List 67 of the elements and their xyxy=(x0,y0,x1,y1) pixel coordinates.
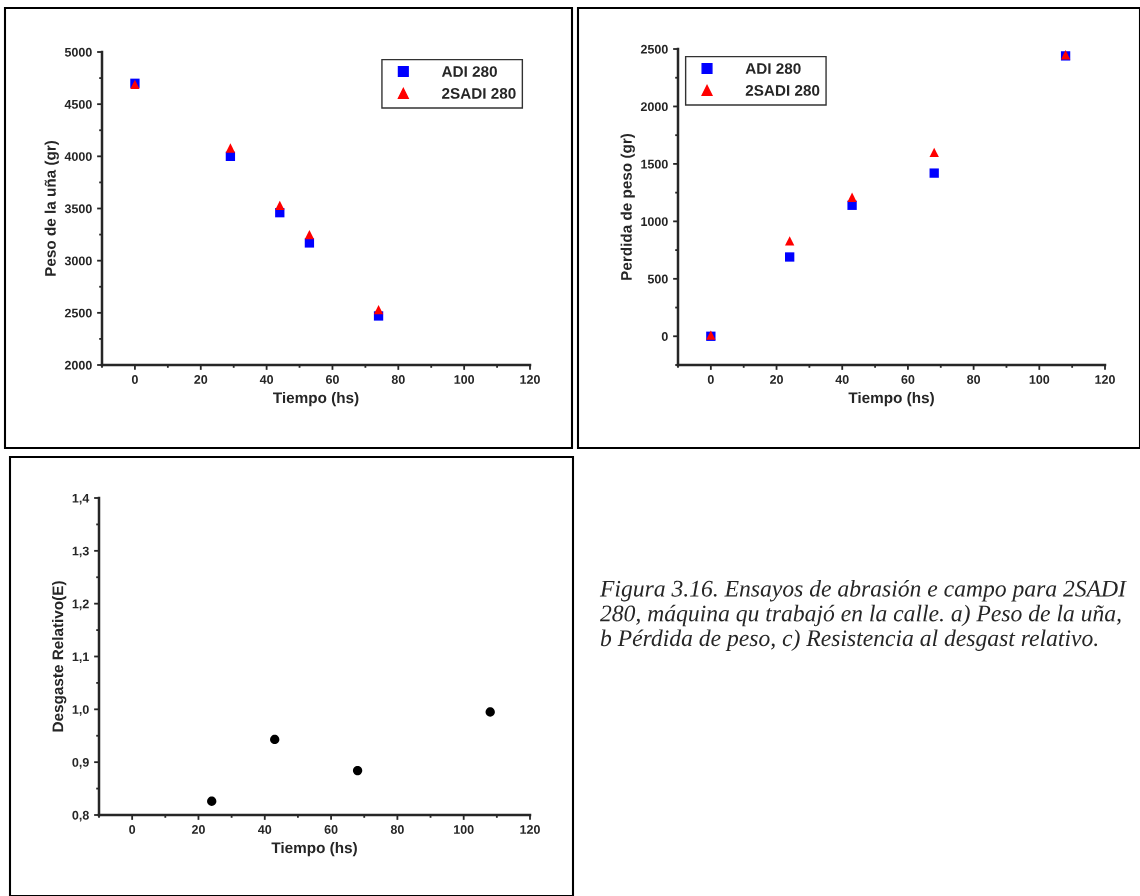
x-axis-title: Tiempo (hs) xyxy=(271,841,357,857)
y-tick-label: 1,4 xyxy=(72,493,90,505)
x-tick-label: 80 xyxy=(390,825,404,834)
text: Figura 3.16. Ensayos de abrasión e campo para 2SADI 280, máquina qu trabajó en la calle. a) Peso de la uña, b Pérdida de peso, c) Resistencia al desgast relativo. xyxy=(599,580,1127,651)
point xyxy=(304,229,315,240)
point xyxy=(929,168,939,178)
x-axis-title: Tiempo (hs) xyxy=(273,391,359,407)
legend-label: ADI 280 xyxy=(441,66,497,77)
point xyxy=(275,200,285,211)
x-tick-label: 100 xyxy=(454,825,474,834)
point xyxy=(785,252,795,262)
y-axis-title: Desgaste Relativo(E) xyxy=(52,581,67,732)
legend-label: 2SADI 280 xyxy=(745,85,820,96)
y-tick-label: 0 xyxy=(661,332,668,341)
legend-label: ADI 280 xyxy=(745,63,801,74)
point xyxy=(225,143,236,153)
y-tick-label: 500 xyxy=(647,274,668,284)
y-tick-label: 2000 xyxy=(64,360,92,370)
x-tick-label: 20 xyxy=(191,825,205,834)
y-tick-label: 3500 xyxy=(64,204,92,214)
y-tick-label: 0,9 xyxy=(72,757,89,769)
x-tick-label: 20 xyxy=(770,375,783,384)
x-tick-label: 120 xyxy=(520,825,540,834)
x-tick-label: 120 xyxy=(1095,375,1115,384)
x-tick-label: 20 xyxy=(194,375,208,384)
y-tick-label: 2000 xyxy=(640,102,668,112)
x-tick-label: 0 xyxy=(131,375,138,384)
point xyxy=(847,200,857,210)
y-tick-label: 1000 xyxy=(641,217,668,227)
x-tick-label: 80 xyxy=(967,375,981,384)
y-tick-label: 1,3 xyxy=(72,546,89,558)
point xyxy=(485,707,495,717)
x-tick-label: 60 xyxy=(324,825,338,834)
point xyxy=(929,147,939,158)
y-tick-label: 4000 xyxy=(64,152,92,161)
point xyxy=(847,192,857,202)
x-tick-label: 0 xyxy=(707,375,714,384)
y-tick-label: 3000 xyxy=(64,256,92,266)
legend-label: 2SADI 280 xyxy=(442,88,516,99)
x-tick-label: 40 xyxy=(259,375,274,384)
y-tick-label: 5000 xyxy=(64,47,92,57)
x-tick-label: 80 xyxy=(391,375,405,384)
x-tick-label: 0 xyxy=(129,825,136,834)
x-tick-label: 120 xyxy=(520,375,540,384)
y-tick-label: 2500 xyxy=(640,44,668,54)
x-tick-label: 60 xyxy=(325,375,339,384)
y-tick-label: 1500 xyxy=(641,159,668,169)
x-tick-label: 100 xyxy=(1029,375,1050,384)
y-tick-label: 1,0 xyxy=(72,705,89,716)
y-tick-label: 1,2 xyxy=(72,599,89,611)
y-axis-title: Peso de la uña (gr) xyxy=(44,140,59,276)
y-axis-title: Perdida de peso (gr) xyxy=(620,133,635,280)
x-axis-title: Tiempo (hs) xyxy=(848,391,934,407)
point xyxy=(373,305,384,315)
point xyxy=(352,765,363,776)
x-tick-label: 40 xyxy=(835,375,849,384)
x-tick-label: 60 xyxy=(901,375,915,384)
point xyxy=(207,796,217,806)
y-tick-label: 4500 xyxy=(64,99,92,109)
x-tick-label: 40 xyxy=(258,825,272,834)
point xyxy=(785,236,795,246)
y-tick-label: 1,1 xyxy=(72,652,89,663)
y-tick-label: 0,8 xyxy=(72,810,89,822)
point xyxy=(304,238,315,248)
point xyxy=(270,734,280,745)
y-tick-label: 2500 xyxy=(64,308,92,318)
x-tick-label: 100 xyxy=(454,375,475,384)
